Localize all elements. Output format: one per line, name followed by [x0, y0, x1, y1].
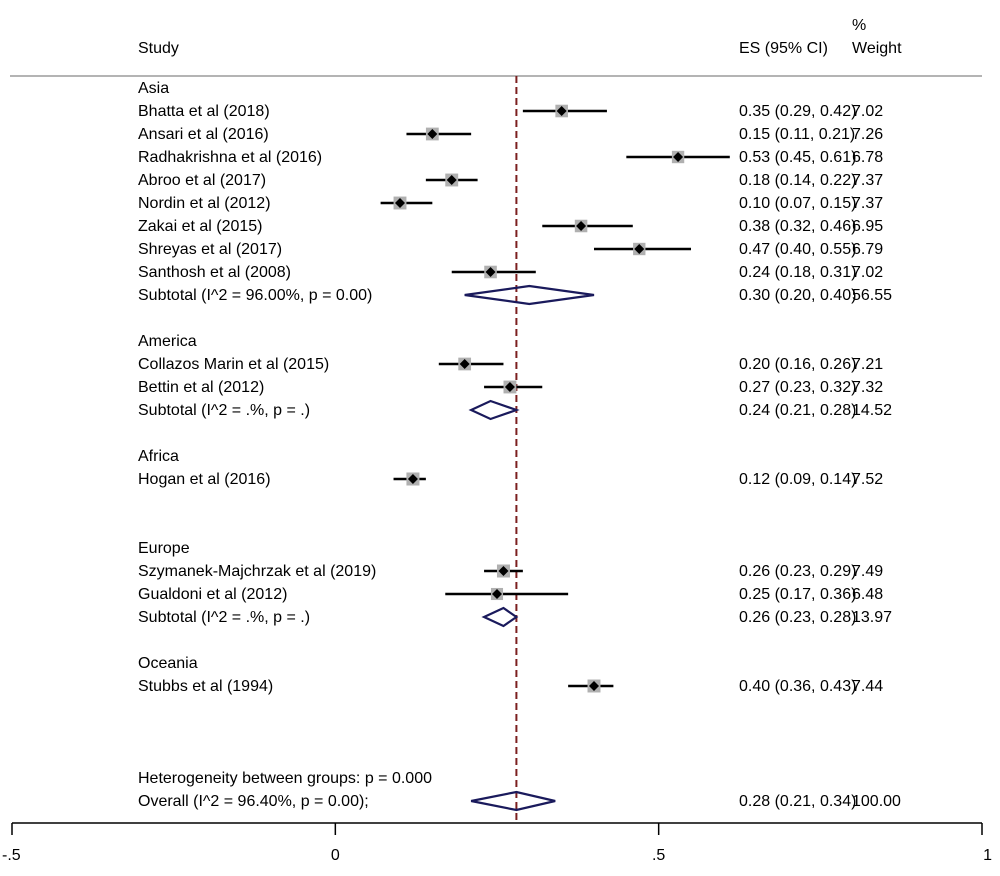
study-weight: 7.44 [852, 678, 883, 695]
study-label: Hogan et al (2016) [138, 471, 271, 488]
study-weight: 7.32 [852, 379, 883, 396]
study-point-estimate [504, 382, 515, 392]
study-label: Bettin et al (2012) [138, 379, 264, 396]
study-es-ci: 0.27 (0.23, 0.32) [739, 379, 856, 396]
study-point-estimate [673, 152, 684, 162]
study-es-ci: 0.26 (0.23, 0.29) [739, 563, 856, 580]
x-tick-label: 1 [983, 847, 992, 864]
study-weight: 7.02 [852, 103, 883, 120]
study-es-ci: 0.25 (0.17, 0.36) [739, 586, 856, 603]
study-weight: 6.78 [852, 149, 883, 166]
row-labels: Asia Bhatta et al (2018) 0.35 (0.29, 0.42)… [138, 80, 901, 810]
heterogeneity-label: Heterogeneity between groups: p = 0.000 [138, 770, 432, 787]
study-es-ci: 0.10 (0.07, 0.15) [739, 195, 856, 212]
study-point-estimate [446, 175, 457, 185]
subtotal-weight: 13.97 [852, 609, 892, 626]
group-label: Asia [138, 80, 169, 97]
subtotal-diamond [468, 399, 520, 421]
study-point-estimate [395, 198, 405, 208]
study-label: Abroo et al (2017) [138, 172, 266, 189]
study-label: Gualdoni et al (2012) [138, 586, 287, 603]
study-es-ci: 0.35 (0.29, 0.42) [739, 103, 856, 120]
study-weight: 7.21 [852, 356, 883, 373]
overall-diamond [470, 790, 556, 812]
study-weight: 7.52 [852, 471, 883, 488]
x-axis: -.5 0 .5 1 [2, 822, 992, 864]
study-weight: 6.48 [852, 586, 883, 603]
subtotal-es-ci: 0.26 (0.23, 0.28) [739, 609, 856, 626]
study-label: Szymanek-Majchrzak et al (2019) [138, 563, 376, 580]
study-point-estimate [556, 106, 567, 116]
es-column-header: ES (95% CI) [739, 40, 828, 57]
study-point-estimate [492, 589, 502, 599]
study-weight: 6.95 [852, 218, 883, 235]
study-weight: 6.79 [852, 241, 883, 258]
weight-column-header-line2: Weight [852, 40, 902, 57]
group-label: Africa [138, 448, 179, 465]
x-tick-label: 0 [331, 847, 340, 864]
x-tick-label: .5 [652, 847, 665, 864]
study-es-ci: 0.15 (0.11, 0.21) [739, 126, 855, 143]
weight-column-header-line1: % [852, 17, 866, 34]
subtotal-es-ci: 0.30 (0.20, 0.40) [739, 287, 856, 304]
group-label: Oceania [138, 655, 198, 672]
study-label: Radhakrishna et al (2016) [138, 149, 322, 166]
subtotal-diamond [481, 606, 519, 628]
overall-es-ci: 0.28 (0.21, 0.34) [739, 793, 856, 810]
study-weight: 7.49 [852, 563, 883, 580]
study-label: Stubbs et al (1994) [138, 678, 273, 695]
study-point-estimate [407, 474, 418, 484]
study-es-ci: 0.18 (0.14, 0.22) [739, 172, 856, 189]
study-weight: 7.02 [852, 264, 883, 281]
study-point-estimate [459, 359, 470, 369]
study-label: Shreyas et al (2017) [138, 241, 282, 258]
study-point-estimate [634, 244, 645, 254]
subtotal-label: Subtotal (I^2 = 96.00%, p = 0.00) [138, 287, 372, 304]
plot-marks [380, 76, 730, 822]
study-es-ci: 0.53 (0.45, 0.61) [739, 149, 856, 166]
subtotal-label: Subtotal (I^2 = .%, p = .) [138, 402, 310, 419]
study-label: Bhatta et al (2018) [138, 103, 270, 120]
study-label: Ansari et al (2016) [138, 126, 269, 143]
study-point-estimate [498, 566, 509, 576]
study-es-ci: 0.20 (0.16, 0.26) [739, 356, 856, 373]
study-es-ci: 0.47 (0.40, 0.55) [739, 241, 856, 258]
subtotal-weight: 14.52 [852, 402, 892, 419]
study-point-estimate [485, 267, 496, 277]
study-column-header: Study [138, 40, 179, 57]
study-weight: 7.37 [852, 195, 883, 212]
study-point-estimate [427, 129, 438, 139]
subtotal-es-ci: 0.24 (0.21, 0.28) [739, 402, 856, 419]
group-label: America [138, 333, 197, 350]
x-tick-label: -.5 [2, 847, 21, 864]
study-es-ci: 0.24 (0.18, 0.31) [739, 264, 856, 281]
subtotal-weight: 56.55 [852, 287, 892, 304]
study-point-estimate [576, 221, 587, 231]
overall-weight: 100.00 [852, 793, 901, 810]
group-label: Europe [138, 540, 190, 557]
study-weight: 7.26 [852, 126, 883, 143]
study-es-ci: 0.12 (0.09, 0.14) [739, 471, 856, 488]
study-es-ci: 0.40 (0.36, 0.43) [739, 678, 856, 695]
study-label: Santhosh et al (2008) [138, 264, 291, 281]
study-label: Nordin et al (2012) [138, 195, 271, 212]
study-label: Collazos Marin et al (2015) [138, 356, 329, 373]
subtotal-diamond [464, 284, 595, 306]
study-point-estimate [589, 681, 599, 691]
study-es-ci: 0.38 (0.32, 0.46) [739, 218, 856, 235]
overall-label: Overall (I^2 = 96.40%, p = 0.00); [138, 793, 369, 810]
study-label: Zakai et al (2015) [138, 218, 263, 235]
study-weight: 7.37 [852, 172, 883, 189]
subtotal-label: Subtotal (I^2 = .%, p = .) [138, 609, 310, 626]
